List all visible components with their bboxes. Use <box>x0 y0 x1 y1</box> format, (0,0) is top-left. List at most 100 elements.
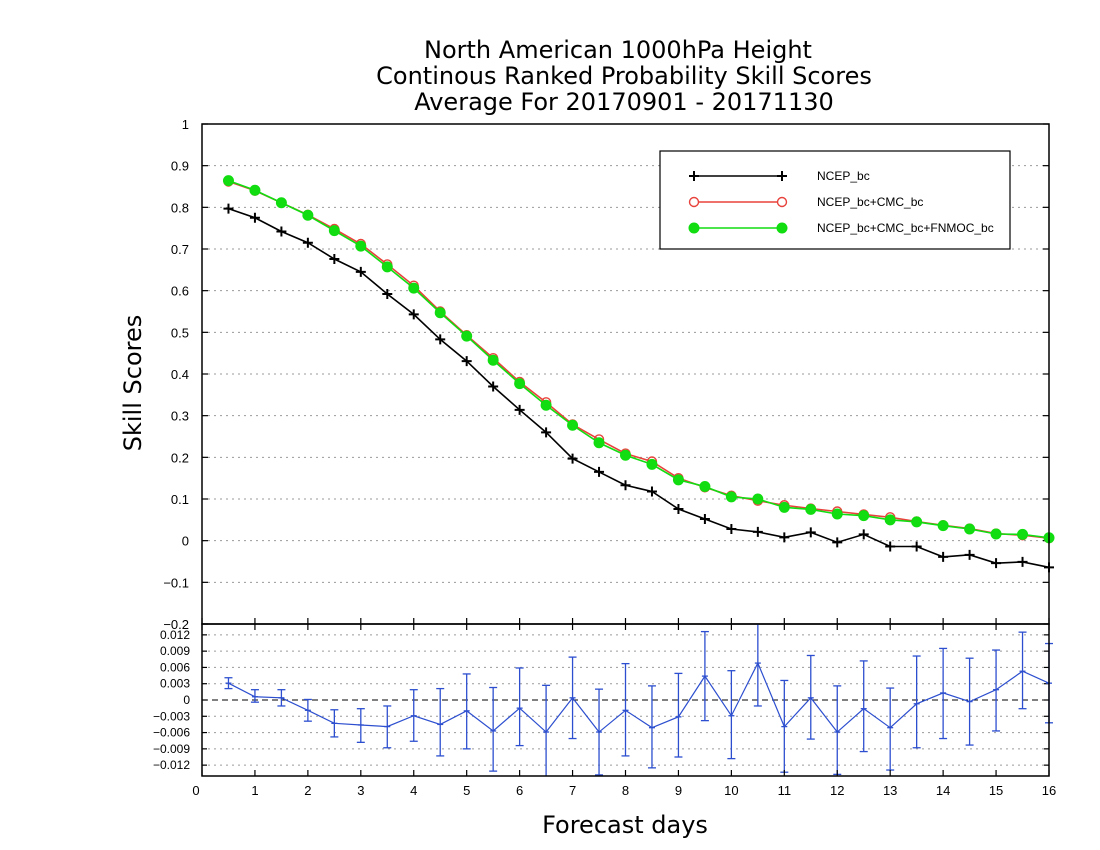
y-tick-label: 0.4 <box>171 367 189 382</box>
error-bar <box>383 705 392 749</box>
y-tick-label: 0.8 <box>171 200 189 215</box>
x-axis-label: Forecast days <box>542 811 708 839</box>
data-point <box>725 491 737 503</box>
y-tick-label: 0.5 <box>171 325 189 340</box>
data-point <box>779 532 790 543</box>
x-tick-label: 2 <box>304 783 311 798</box>
error-bar <box>912 655 921 749</box>
error-bar <box>965 657 974 746</box>
x-tick-label: 10 <box>724 783 738 798</box>
x-tick-label: 7 <box>569 783 576 798</box>
x-tick-label: 12 <box>830 783 844 798</box>
data-point <box>408 282 420 294</box>
data-point <box>435 334 446 345</box>
x-tick-label: 9 <box>675 783 682 798</box>
data-point <box>699 514 710 524</box>
legend-marker <box>689 171 699 181</box>
error-bar <box>515 667 524 747</box>
y-tick-label: 0.3 <box>171 409 189 424</box>
error-bar <box>806 654 815 740</box>
data-point <box>752 493 764 505</box>
error-bar <box>647 685 656 769</box>
data-point <box>885 541 896 552</box>
y-tick-label: 0.009 <box>160 644 190 658</box>
error-bar <box>992 649 1001 732</box>
x-tick-label: 6 <box>516 783 523 798</box>
data-point <box>831 508 843 520</box>
data-point <box>223 203 234 214</box>
data-point <box>964 549 975 560</box>
error-bar <box>330 709 339 738</box>
y-tick-label: 0.1 <box>171 492 189 507</box>
top-panel-y-ticks: 1 0.9 0.8 0.7 0.6 0.5 0.4 0.3 0.2 0.1 0 −0.1 −0.2 <box>163 117 1049 632</box>
data-point <box>408 309 419 320</box>
data-point <box>487 354 499 366</box>
data-point <box>302 237 313 248</box>
y-tick-label: −0.1 <box>163 575 189 590</box>
error-bar <box>568 656 577 740</box>
chart-title-line-2: Continous Ranked Probability Skill Score… <box>376 62 872 90</box>
data-point <box>620 480 631 491</box>
error-bar <box>542 684 551 776</box>
data-point <box>884 514 896 526</box>
legend-label: NCEP_bc+CMC_bc <box>817 195 923 209</box>
chart-title-line-1: North American 1000hPa Height <box>424 36 812 64</box>
legend: NCEP_bc NCEP_bc+CMC_bc NCEP_bc+CMC_bc+FNMO… <box>659 150 1011 250</box>
x-tick-label: 16 <box>1042 783 1056 798</box>
x-tick-label: 3 <box>357 783 364 798</box>
data-point <box>646 486 657 497</box>
series-line <box>228 207 1050 569</box>
legend-marker <box>776 222 788 234</box>
error-bar <box>595 688 604 776</box>
x-tick-label: 0 <box>192 783 199 798</box>
x-tick-label: 13 <box>883 783 897 798</box>
legend-label: NCEP_bc+CMC_bc+FNMOC_bc <box>817 221 994 235</box>
x-tick-label: 5 <box>463 783 470 798</box>
data-point <box>593 437 605 449</box>
y-tick-label: 0 <box>183 693 190 707</box>
y-tick-label: −0.006 <box>153 726 190 740</box>
data-point <box>329 254 340 264</box>
error-bar <box>1018 631 1027 710</box>
error-bar <box>303 698 312 722</box>
data-point <box>382 289 393 299</box>
data-point <box>858 510 870 522</box>
data-point <box>752 526 763 537</box>
legend-entry: NCEP_bc+CMC_bc+FNMOC_bc <box>688 221 994 235</box>
difference-line <box>228 661 1050 733</box>
data-point <box>514 378 526 390</box>
x-tick-label: 1 <box>251 783 258 798</box>
y-tick-label: −0.009 <box>153 742 190 756</box>
data-point <box>911 541 922 552</box>
data-point <box>1017 556 1028 567</box>
y-tick-label: 1 <box>182 117 189 132</box>
y-tick-label: −0.003 <box>153 709 190 723</box>
data-point <box>461 356 472 367</box>
data-point <box>832 537 843 548</box>
data-point <box>355 266 366 277</box>
data-point <box>381 261 393 273</box>
y-tick-label: 0.2 <box>171 450 189 465</box>
bottom-panel-y-ticks: 0.012 0.009 0.006 0.003 0 −0.003 −0.006 −0.009 −… <box>153 628 1049 772</box>
x-tick-label: 8 <box>622 783 629 798</box>
data-point <box>328 225 340 237</box>
y-axis-label: Skill Scores <box>119 315 147 452</box>
y-tick-label: 0.9 <box>171 159 189 174</box>
error-bar <box>753 624 762 707</box>
y-tick-label: 0.012 <box>160 628 190 642</box>
error-bar <box>621 662 630 757</box>
data-point <box>276 226 287 237</box>
error-bar <box>859 660 868 753</box>
data-point <box>222 175 234 187</box>
data-point <box>990 528 1002 540</box>
error-bar <box>250 689 259 703</box>
data-point <box>1017 528 1029 540</box>
data-point <box>302 209 314 221</box>
x-tick-label: 11 <box>778 783 792 798</box>
error-bar <box>489 686 498 772</box>
data-point <box>673 504 684 514</box>
y-tick-label: 0.006 <box>160 660 190 674</box>
data-point <box>275 197 287 209</box>
x-tick-label: 4 <box>410 783 417 798</box>
